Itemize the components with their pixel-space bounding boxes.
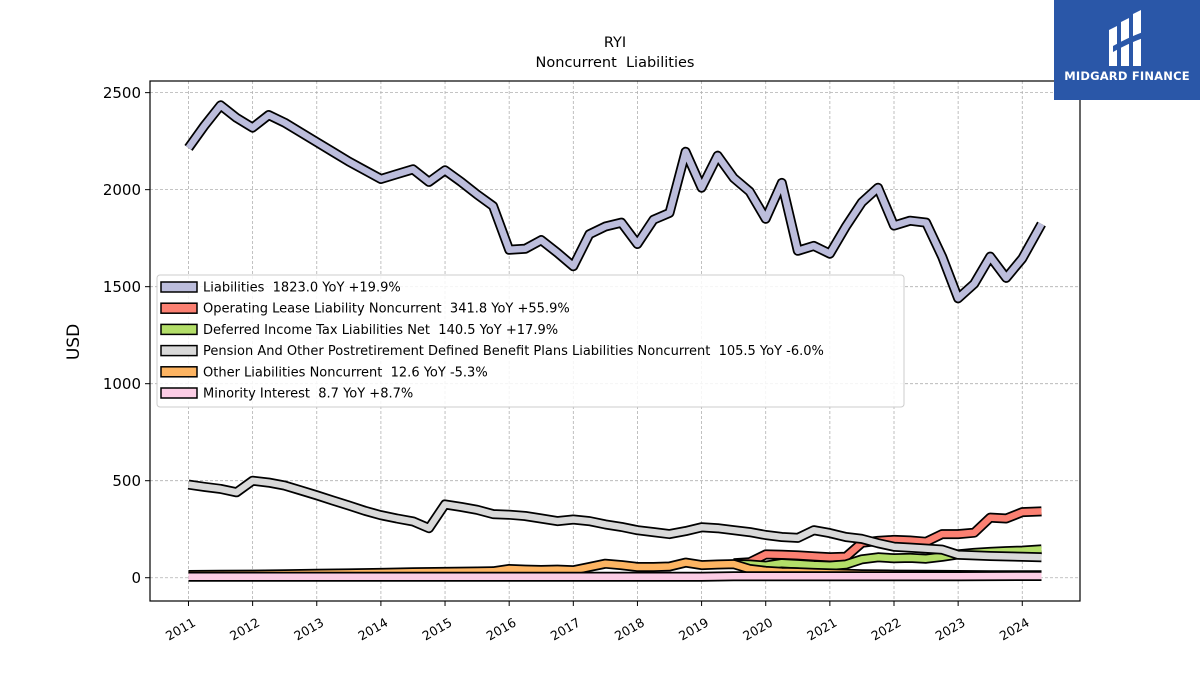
y-tick-label: 2000 (103, 181, 141, 199)
x-tick-label: 2018 (612, 615, 647, 644)
legend-box (156, 274, 905, 408)
legend-entry-1: Operating Lease Liability Noncurrent 341… (203, 302, 570, 317)
y-tick-label: 500 (112, 472, 141, 490)
y-tick-label: 1500 (103, 278, 141, 296)
legend-swatch-5 (160, 387, 198, 399)
x-axis: 2011 2012 2013 2014 2015 2016 2017 2018 2019 2020… (163, 601, 1032, 644)
legend-swatch-0 (160, 281, 198, 293)
legend-entry-5: Minority Interest 8.7 YoY +8.7% (203, 387, 413, 402)
legend-swatch-2 (160, 323, 198, 336)
y-axis: 0 500 1000 1500 2000 2500 (103, 84, 150, 587)
x-tick-label: 2022 (868, 615, 903, 644)
legend-entry-2: Deferred Income Tax Liabilities Net 140.… (203, 323, 558, 338)
legend-entry-4: Other Liabilities Noncurrent 12.6 YoY -5… (203, 365, 488, 380)
brand-logo: MIDGARD FINANCE (1054, 0, 1200, 100)
legend-entry-0: Liabilities 1823.0 YoY +19.9% (203, 281, 401, 296)
x-tick-label: 2016 (484, 615, 519, 644)
x-tick-label: 2013 (291, 615, 326, 644)
plot-series (184, 100, 1046, 582)
y-axis-label: USD (64, 324, 84, 360)
x-tick-label: 2021 (804, 615, 839, 644)
legend-entry-3: Pension And Other Postretirement Defined… (203, 344, 824, 359)
legend-swatch-3 (160, 344, 198, 357)
x-tick-label: 2011 (163, 615, 198, 644)
legend: Liabilities 1823.0 YoY +19.9% Operating L… (156, 274, 905, 408)
x-tick-label: 2012 (227, 615, 262, 644)
plot-frame (149, 80, 1081, 602)
x-tick-label: 2014 (355, 615, 390, 644)
legend-swatch-1 (160, 302, 198, 314)
chart-title: RYI (604, 35, 626, 51)
x-tick-label: 2024 (997, 615, 1032, 644)
x-tick-label: 2020 (740, 615, 775, 644)
x-tick-label: 2019 (676, 615, 711, 644)
legend-swatch-4 (160, 366, 198, 378)
x-tick-label: 2015 (419, 615, 454, 644)
series-line-0 (185, 102, 1045, 302)
y-tick-label: 2500 (103, 84, 141, 102)
series-line-3 (188, 477, 1042, 561)
logo-text: MIDGARD FINANCE (1064, 69, 1190, 83)
logo-mark-icon (1109, 10, 1143, 66)
series-line-5 (188, 572, 1042, 580)
x-tick-label: 2023 (933, 615, 968, 644)
chart-subtitle: Noncurrent Liabilities (536, 55, 695, 71)
y-tick-label: 1000 (103, 375, 141, 393)
x-tick-label: 2017 (548, 615, 583, 644)
y-tick-label: 0 (131, 569, 141, 587)
